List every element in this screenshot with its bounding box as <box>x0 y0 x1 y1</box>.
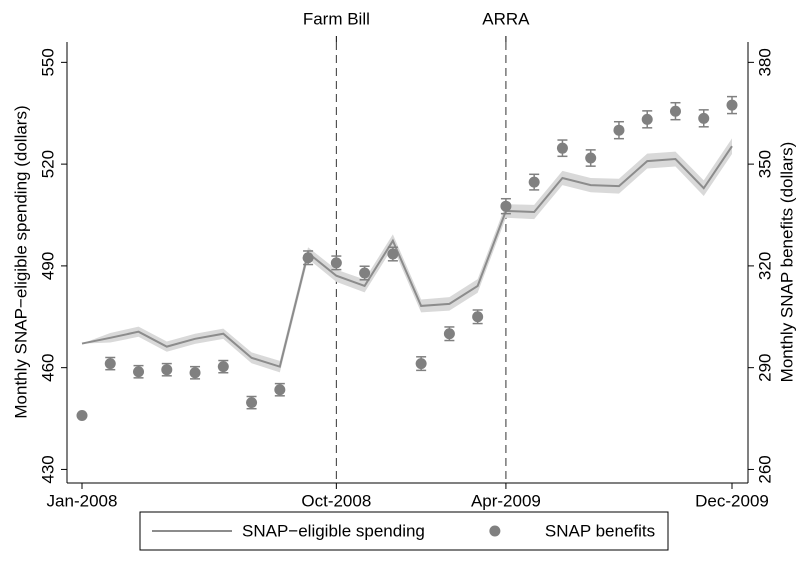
point <box>359 267 371 279</box>
point <box>726 99 738 111</box>
point <box>189 367 201 379</box>
x-tick-label: Oct-2008 <box>301 491 371 510</box>
event-label: ARRA <box>482 9 530 28</box>
point <box>613 124 625 136</box>
confidence-band <box>82 138 732 373</box>
point <box>217 361 229 373</box>
point <box>641 113 653 125</box>
point <box>528 176 540 188</box>
legend-label: SNAP benefits <box>545 521 655 540</box>
y-tick-label: 460 <box>38 353 57 381</box>
point <box>133 366 145 378</box>
y-axis-title: Monthly SNAP−eligible spending (dollars) <box>11 105 30 418</box>
point <box>669 105 681 117</box>
y-tick-label: 490 <box>38 252 57 280</box>
y2-tick-label: 320 <box>755 252 774 280</box>
y2-tick-label: 350 <box>755 150 774 178</box>
point <box>161 364 173 376</box>
y-tick-label: 550 <box>38 48 57 76</box>
line <box>81 145 733 368</box>
point <box>274 384 286 396</box>
legend-swatch <box>489 525 501 537</box>
point <box>415 358 427 370</box>
x-tick-label: Apr-2009 <box>471 491 541 510</box>
point <box>472 311 484 323</box>
point <box>302 252 314 264</box>
point <box>698 112 710 124</box>
y-tick-label: 430 <box>38 455 57 483</box>
y2-tick-label: 260 <box>755 455 774 483</box>
point <box>585 152 597 164</box>
y2-tick-label: 290 <box>755 353 774 381</box>
point <box>246 397 258 409</box>
point <box>76 409 88 421</box>
legend-label: SNAP−eligible spending <box>242 521 425 540</box>
point <box>387 248 399 260</box>
point <box>104 358 116 370</box>
event-label: Farm Bill <box>303 9 370 28</box>
point <box>330 257 342 269</box>
y-tick-label: 520 <box>38 150 57 178</box>
x-tick-label: Jan-2008 <box>47 491 118 510</box>
point <box>500 200 512 212</box>
y2-tick-label: 380 <box>755 48 774 76</box>
y2-axis-title: Monthly SNAP benefits (dollars) <box>777 142 796 383</box>
legend-box <box>139 511 669 551</box>
x-tick-label: Dec-2009 <box>695 491 769 510</box>
point <box>443 328 455 340</box>
point <box>556 142 568 154</box>
